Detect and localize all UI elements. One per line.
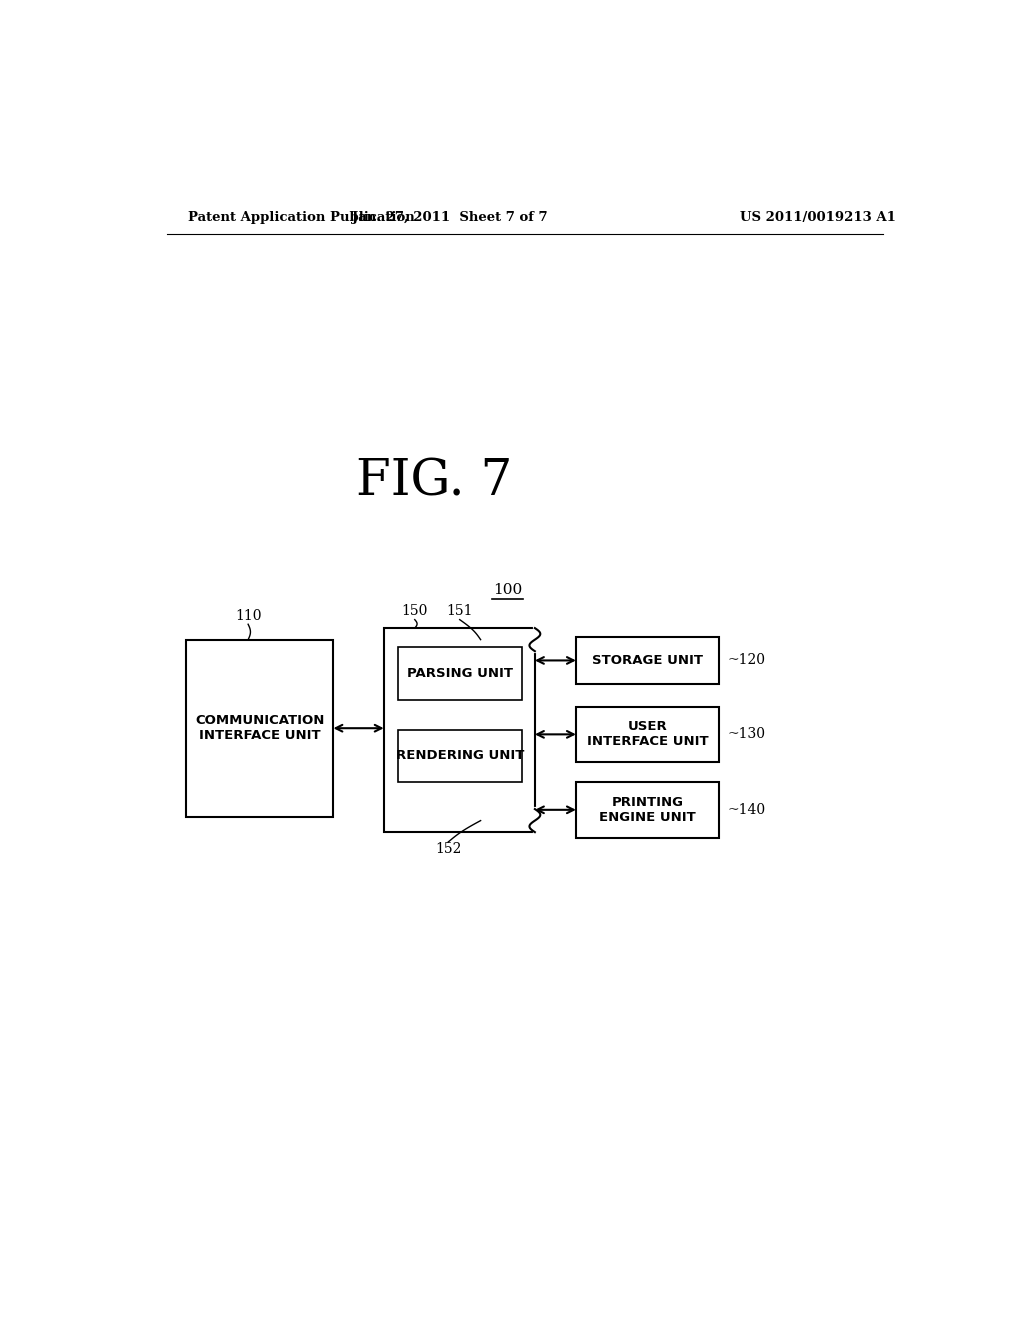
Text: RENDERING UNIT: RENDERING UNIT [395, 750, 524, 763]
Text: PRINTING
ENGINE UNIT: PRINTING ENGINE UNIT [599, 796, 696, 824]
Bar [397, 730, 521, 781]
Text: ~120: ~120 [727, 653, 766, 668]
Bar [575, 706, 719, 762]
Text: FIG. 7: FIG. 7 [356, 457, 512, 507]
Bar [384, 628, 535, 832]
Text: USER
INTERFACE UNIT: USER INTERFACE UNIT [587, 721, 709, 748]
Text: ~140: ~140 [727, 803, 766, 817]
Text: 110: 110 [234, 609, 261, 623]
Text: 151: 151 [446, 605, 473, 618]
Text: Patent Application Publication: Patent Application Publication [188, 211, 415, 224]
Text: STORAGE UNIT: STORAGE UNIT [592, 653, 703, 667]
Text: ~130: ~130 [727, 727, 766, 742]
Bar [575, 638, 719, 684]
Text: 100: 100 [494, 582, 522, 597]
Bar [575, 781, 719, 838]
Text: 150: 150 [401, 605, 428, 618]
Text: 152: 152 [435, 842, 461, 857]
Text: Jan. 27, 2011  Sheet 7 of 7: Jan. 27, 2011 Sheet 7 of 7 [352, 211, 548, 224]
Text: US 2011/0019213 A1: US 2011/0019213 A1 [740, 211, 896, 224]
Text: COMMUNICATION
INTERFACE UNIT: COMMUNICATION INTERFACE UNIT [195, 714, 325, 742]
Text: PARSING UNIT: PARSING UNIT [407, 667, 513, 680]
Bar [397, 647, 521, 700]
Bar [186, 640, 334, 817]
